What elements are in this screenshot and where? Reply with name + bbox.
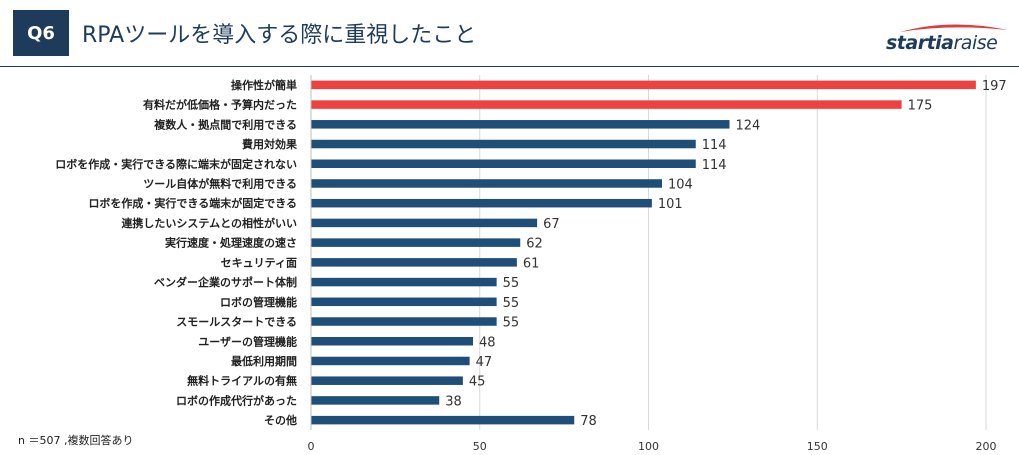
x-tick-label-3: 150 (807, 440, 828, 453)
value-label-1: 175 (908, 99, 933, 114)
bar-15 (311, 376, 463, 385)
bar-5 (311, 179, 662, 188)
category-label-16: ロボの作成代行があった (176, 393, 297, 407)
bar-17 (311, 415, 575, 425)
value-label-6: 101 (658, 197, 683, 212)
value-label-9: 61 (523, 256, 540, 271)
x-tick-label-0: 0 (308, 440, 315, 453)
value-label-12: 55 (503, 316, 520, 331)
bar-9 (311, 258, 517, 267)
logo-light: raise (953, 32, 998, 54)
category-label-10: ベンダー企業のサポート体制 (154, 275, 297, 289)
bar-8 (311, 238, 521, 247)
value-label-8: 62 (526, 237, 543, 252)
bar-12 (311, 317, 497, 326)
value-label-15: 45 (469, 375, 486, 390)
category-label-13: ユーザーの管理機能 (198, 334, 297, 348)
bar-6 (311, 198, 652, 208)
category-label-8: 実行速度・処理速度の速さ (165, 236, 297, 250)
category-label-3: 費用対効果 (241, 137, 297, 151)
value-label-13: 48 (479, 335, 496, 350)
bar-2 (311, 120, 730, 129)
category-label-6: ロボを作成・実行できる端末が固定できる (88, 196, 297, 210)
bar-16 (311, 396, 440, 405)
header-divider (0, 66, 1019, 67)
value-label-3: 114 (702, 138, 727, 153)
value-label-14: 47 (476, 355, 493, 370)
question-badge: Q6 (13, 10, 69, 56)
bar-4 (311, 159, 696, 168)
startia-raise-logo: startiaraise (880, 20, 1010, 60)
value-label-5: 104 (668, 177, 693, 192)
page-title: RPAツールを導入する際に重視したこと (82, 23, 477, 48)
bar-3 (311, 139, 696, 149)
bar-14 (311, 356, 470, 366)
category-label-11: ロボの管理機能 (220, 295, 297, 309)
header: Q6 RPAツールを導入する際に重視したこと startiaraise (0, 0, 1019, 68)
bar-11 (311, 297, 497, 307)
x-tick-label-2: 100 (638, 440, 659, 453)
value-label-11: 55 (503, 296, 520, 311)
bar-10 (311, 277, 497, 287)
category-label-2: 複数人・拠点間で利用できる (153, 117, 297, 131)
category-label-1: 有料だが低価格・予算内だった (143, 98, 297, 112)
category-label-17: その他 (264, 413, 297, 427)
sample-size-note: n ＝507 ,複数回答あり (18, 434, 134, 447)
category-label-4: ロボを作成・実行できる際に端末が固定されない (55, 157, 297, 171)
value-label-4: 114 (702, 158, 727, 173)
value-label-0: 197 (982, 79, 1007, 94)
value-label-17: 78 (580, 414, 597, 429)
category-label-5: ツール自体が無料で利用できる (143, 176, 297, 190)
category-label-0: 操作性が簡単 (231, 78, 297, 92)
value-label-2: 124 (736, 118, 761, 133)
x-tick-label-4: 200 (976, 440, 997, 453)
category-label-12: スモールスタートできる (176, 316, 297, 329)
bar-13 (311, 337, 473, 346)
category-label-14: 最低利用期間 (231, 354, 297, 368)
value-label-7: 67 (543, 217, 560, 232)
logo-bold: startia (886, 32, 954, 54)
bar-7 (311, 218, 538, 228)
value-label-16: 38 (445, 394, 462, 409)
category-label-15: 無料トライアルの有無 (187, 374, 297, 388)
category-label-9: セキュリティ面 (221, 256, 297, 269)
category-label-7: 連携したいシステムとの相性がいい (121, 216, 297, 230)
value-label-10: 55 (503, 276, 520, 291)
bar-0 (311, 80, 976, 90)
logo-text: startiaraise (886, 32, 998, 54)
x-tick-label-1: 50 (473, 440, 487, 453)
logo-swoosh-icon (900, 24, 1008, 32)
bar-1 (311, 100, 902, 109)
